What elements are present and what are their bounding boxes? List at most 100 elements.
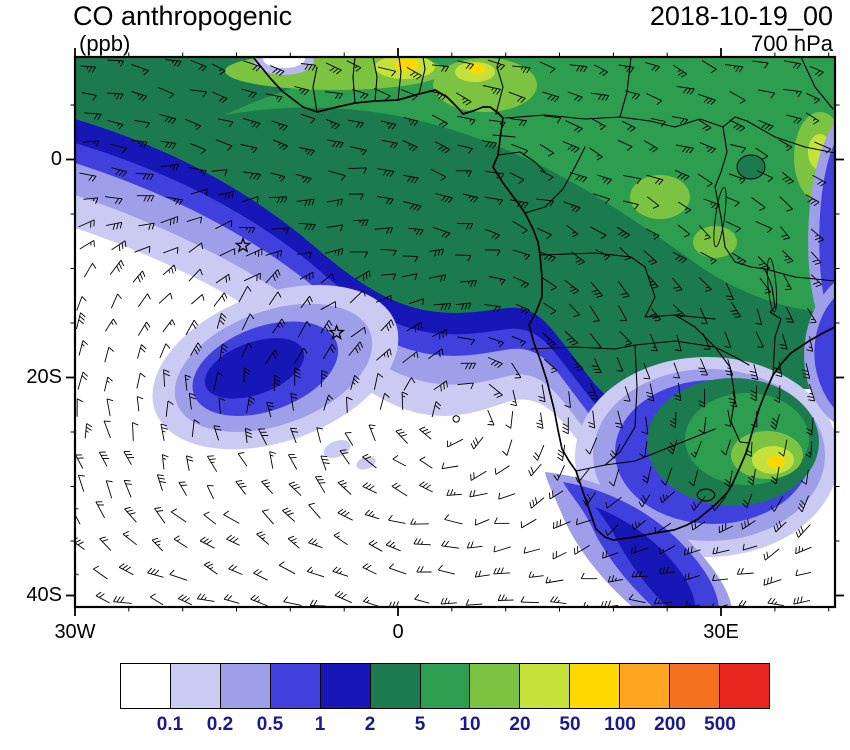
barb-or-tick-line bbox=[394, 484, 401, 489]
barb-or-tick-line bbox=[338, 93, 343, 100]
barb-or-tick-line bbox=[287, 535, 295, 540]
barb-or-tick-line bbox=[470, 470, 487, 481]
barb-or-tick-line bbox=[444, 196, 450, 203]
barb-or-tick-line bbox=[206, 540, 212, 545]
barb-or-tick-line bbox=[330, 121, 334, 125]
barb-or-tick-line bbox=[237, 452, 245, 454]
barb-or-tick-line bbox=[740, 261, 747, 266]
barb-or-tick-line bbox=[759, 277, 772, 293]
barb-or-tick-line bbox=[473, 472, 475, 479]
barb-or-tick-line bbox=[805, 363, 811, 379]
barb-or-tick-line bbox=[322, 458, 329, 461]
barb-or-tick-line bbox=[714, 496, 727, 512]
barb-or-tick-line bbox=[580, 572, 585, 579]
barb-or-tick-line bbox=[512, 220, 528, 231]
barb-or-tick-line bbox=[798, 503, 804, 509]
barb-or-tick-line bbox=[652, 148, 659, 153]
barb-or-tick-line bbox=[392, 250, 397, 257]
barb-or-tick-line bbox=[487, 424, 495, 426]
barb-or-tick-line bbox=[440, 384, 442, 392]
barb-or-tick-line bbox=[95, 501, 105, 519]
barb-or-tick-line bbox=[739, 127, 746, 132]
barb-or-tick-line bbox=[688, 481, 694, 487]
barb-or-tick-line bbox=[669, 420, 676, 425]
barb-or-tick-line bbox=[256, 533, 270, 545]
barb-or-tick-line bbox=[368, 539, 375, 545]
barb-or-tick-line bbox=[136, 396, 140, 412]
barb-or-tick-line bbox=[189, 396, 196, 400]
barb-or-tick-line bbox=[810, 228, 825, 241]
barb-or-tick-line bbox=[812, 118, 817, 121]
barb-or-tick-line bbox=[807, 395, 814, 398]
barb-or-tick-line bbox=[672, 251, 687, 260]
barb-or-tick-line bbox=[613, 468, 620, 487]
barb-or-tick-line bbox=[385, 544, 401, 552]
barb-or-tick-line bbox=[651, 65, 657, 71]
barb-or-tick-line bbox=[410, 518, 414, 525]
barb-or-tick-line bbox=[649, 383, 655, 402]
barb-or-tick-line bbox=[328, 320, 333, 327]
barb-or-tick-line bbox=[199, 540, 215, 549]
barb-or-tick-line bbox=[496, 306, 501, 313]
barb-or-tick-line bbox=[593, 64, 608, 73]
barb-or-tick-line bbox=[590, 92, 609, 96]
barb-or-tick-line bbox=[341, 593, 347, 599]
barb-or-tick-line bbox=[776, 523, 779, 530]
barb-or-tick-line bbox=[642, 475, 649, 480]
barb-or-tick-line bbox=[282, 125, 288, 131]
barb-or-tick-line bbox=[229, 536, 236, 541]
barb-or-tick-line bbox=[619, 330, 632, 344]
barb-or-tick-line bbox=[113, 601, 132, 604]
barb-or-tick-line bbox=[553, 521, 571, 530]
barb-or-tick-line bbox=[125, 534, 129, 537]
barb-or-tick-line bbox=[699, 307, 708, 324]
barb-or-tick-line bbox=[751, 197, 766, 208]
barb-or-tick-line bbox=[605, 501, 608, 509]
barb-or-tick-line bbox=[809, 65, 824, 73]
barb-or-tick-line bbox=[409, 204, 415, 210]
barb-or-tick-line bbox=[171, 143, 177, 149]
barb-or-tick-line bbox=[361, 219, 365, 227]
barb-or-tick-line bbox=[389, 171, 395, 177]
barb-or-tick-line bbox=[745, 449, 752, 454]
barb-or-tick-line bbox=[602, 552, 619, 559]
barb-or-tick-line bbox=[92, 262, 97, 269]
patch-yellow-1 bbox=[395, 59, 419, 71]
barb-or-tick-line bbox=[484, 196, 503, 201]
barb-or-tick-line bbox=[88, 175, 93, 181]
barb-or-tick-line bbox=[707, 98, 713, 104]
barb-or-tick-line bbox=[158, 477, 165, 480]
barb-or-tick-line bbox=[756, 308, 763, 325]
barb-or-tick-line bbox=[697, 119, 712, 129]
barb-or-tick-line bbox=[368, 485, 375, 490]
barb-or-tick-line bbox=[491, 233, 497, 239]
barb-or-tick-line bbox=[413, 521, 417, 525]
barb-or-tick-line bbox=[603, 178, 609, 184]
barb-or-tick-line bbox=[468, 170, 472, 177]
barb-or-tick-line bbox=[702, 333, 711, 350]
barb-or-tick-line bbox=[810, 441, 813, 458]
barb-or-tick-line bbox=[730, 310, 737, 312]
barb-or-tick-line bbox=[650, 349, 658, 352]
barb-or-tick-line bbox=[414, 256, 419, 263]
barb-or-tick-line bbox=[779, 196, 793, 210]
barb-or-tick-line bbox=[270, 454, 274, 457]
barb-or-tick-line bbox=[420, 322, 423, 329]
barb-or-tick-line bbox=[800, 526, 804, 533]
station-markers bbox=[234, 236, 346, 340]
barb-or-tick-line bbox=[814, 99, 820, 104]
barb-or-tick-line bbox=[712, 578, 729, 582]
barb-or-tick-line bbox=[277, 96, 283, 103]
barb-or-tick-line bbox=[109, 259, 122, 275]
barb-or-tick-line bbox=[493, 572, 511, 575]
barb-or-tick-line bbox=[336, 535, 340, 538]
filament-tail-spot-2 bbox=[356, 456, 376, 470]
barb-or-tick-line bbox=[162, 430, 166, 433]
barb-or-tick-line bbox=[85, 430, 89, 433]
barb-or-tick-line bbox=[137, 93, 141, 97]
barb-or-tick-line bbox=[684, 549, 701, 556]
barb-or-tick-line bbox=[278, 561, 285, 566]
barb-or-tick-line bbox=[520, 282, 526, 287]
barb-or-tick-line bbox=[409, 119, 415, 126]
barb-or-tick-line bbox=[290, 538, 297, 542]
